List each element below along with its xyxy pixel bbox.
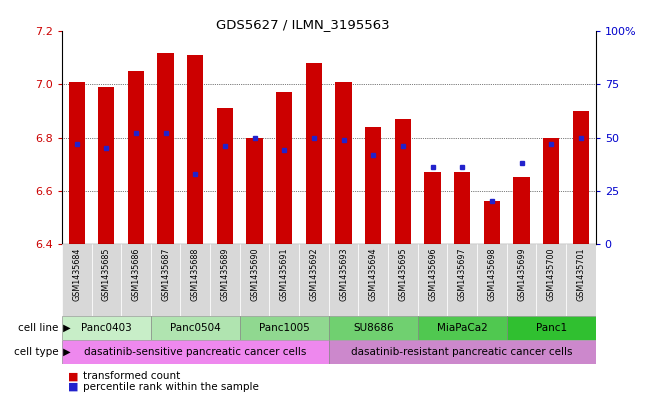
Text: dasatinib-resistant pancreatic cancer cells: dasatinib-resistant pancreatic cancer ce… [352, 347, 573, 357]
Bar [180, 244, 210, 316]
Bar [240, 244, 270, 316]
Text: GSM1435687: GSM1435687 [161, 247, 170, 301]
Text: Panc1: Panc1 [536, 323, 567, 333]
Text: GSM1435692: GSM1435692 [309, 247, 318, 301]
Text: GSM1435698: GSM1435698 [488, 247, 496, 301]
Bar [335, 82, 352, 244]
Bar [62, 340, 329, 364]
Bar [121, 244, 151, 316]
Text: cell type: cell type [14, 347, 59, 357]
Bar [187, 55, 204, 244]
Text: SU8686: SU8686 [353, 323, 394, 333]
Bar [447, 244, 477, 316]
Bar [506, 316, 596, 340]
Text: ■: ■ [68, 371, 79, 382]
Bar [506, 244, 536, 316]
Bar [299, 244, 329, 316]
Bar [158, 53, 174, 244]
Bar [573, 111, 589, 244]
Text: GSM1435689: GSM1435689 [221, 247, 229, 301]
Bar [388, 244, 418, 316]
Bar [92, 244, 121, 316]
Bar [543, 138, 559, 244]
Text: GSM1435688: GSM1435688 [191, 247, 200, 301]
Bar [68, 82, 85, 244]
Bar [210, 244, 240, 316]
Bar [484, 201, 500, 244]
Text: GSM1435695: GSM1435695 [398, 247, 408, 301]
Bar [418, 244, 447, 316]
Text: Panc0403: Panc0403 [81, 323, 132, 333]
Text: GSM1435701: GSM1435701 [576, 247, 585, 301]
Text: Panc1005: Panc1005 [259, 323, 310, 333]
Bar [365, 127, 381, 244]
Bar [62, 316, 151, 340]
Text: GSM1435684: GSM1435684 [72, 247, 81, 301]
Text: GSM1435697: GSM1435697 [458, 247, 467, 301]
Bar [329, 316, 418, 340]
Bar [98, 87, 115, 244]
Text: transformed count: transformed count [83, 371, 180, 382]
Text: GSM1435696: GSM1435696 [428, 247, 437, 301]
Text: GSM1435685: GSM1435685 [102, 247, 111, 301]
Text: ■: ■ [68, 382, 79, 392]
Text: GSM1435700: GSM1435700 [547, 247, 556, 301]
Text: percentile rank within the sample: percentile rank within the sample [83, 382, 258, 392]
Text: ▶: ▶ [60, 347, 70, 357]
Bar [418, 316, 506, 340]
Text: GSM1435686: GSM1435686 [132, 247, 141, 301]
Bar [329, 244, 359, 316]
Bar [536, 244, 566, 316]
Bar [62, 244, 92, 316]
Text: GSM1435694: GSM1435694 [368, 247, 378, 301]
Bar [276, 92, 292, 244]
Bar [424, 172, 441, 244]
Bar [240, 316, 329, 340]
Bar [359, 244, 388, 316]
Bar [151, 316, 240, 340]
Text: GDS5627 / ILMN_3195563: GDS5627 / ILMN_3195563 [216, 18, 389, 31]
Text: MiaPaCa2: MiaPaCa2 [437, 323, 488, 333]
Bar [270, 244, 299, 316]
Bar [329, 340, 596, 364]
Bar [128, 71, 144, 244]
Text: ▶: ▶ [60, 323, 70, 333]
Bar [247, 138, 263, 244]
Bar [151, 244, 180, 316]
Text: Panc0504: Panc0504 [170, 323, 221, 333]
Text: GSM1435699: GSM1435699 [517, 247, 526, 301]
Bar [306, 63, 322, 244]
Bar [454, 172, 471, 244]
Text: GSM1435691: GSM1435691 [280, 247, 289, 301]
Bar [514, 177, 530, 244]
Bar [217, 108, 233, 244]
Text: GSM1435693: GSM1435693 [339, 247, 348, 301]
Text: GSM1435690: GSM1435690 [250, 247, 259, 301]
Text: cell line: cell line [18, 323, 59, 333]
Text: dasatinib-sensitive pancreatic cancer cells: dasatinib-sensitive pancreatic cancer ce… [84, 347, 307, 357]
Bar [566, 244, 596, 316]
Bar [477, 244, 506, 316]
Bar [395, 119, 411, 244]
